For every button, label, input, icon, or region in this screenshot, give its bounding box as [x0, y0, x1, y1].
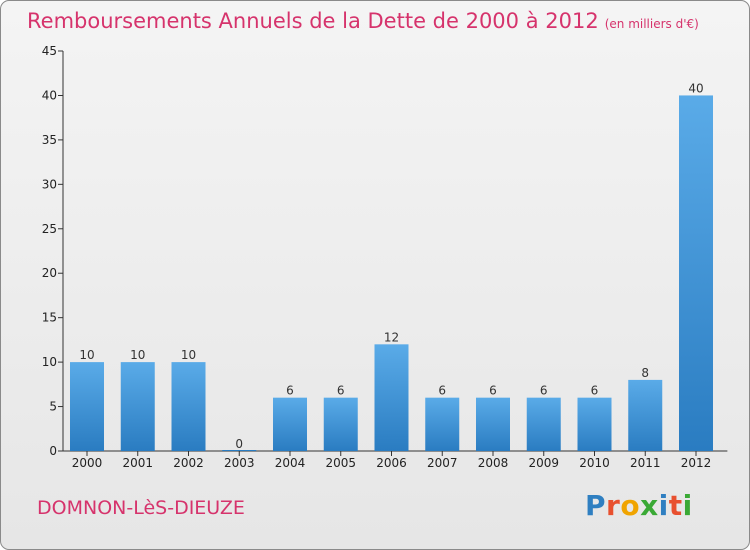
bar — [273, 397, 307, 451]
y-tick-label: 40 — [42, 88, 57, 102]
bar — [425, 397, 460, 451]
chart-title: Remboursements Annuels de la Dette de 20… — [27, 9, 699, 33]
proxiti-logo: Proxiti — [585, 489, 693, 522]
data-label: 40 — [688, 81, 703, 95]
data-label: 12 — [384, 330, 399, 344]
data-label: 6 — [337, 384, 345, 398]
logo-letter: r — [606, 489, 621, 522]
y-tick-label: 35 — [42, 133, 57, 147]
data-label: 6 — [438, 384, 446, 398]
data-label: 10 — [130, 348, 145, 362]
y-tick-label: 25 — [42, 222, 57, 236]
bar — [323, 397, 358, 451]
logo-letter: x — [640, 489, 659, 522]
x-tick-label: 2007 — [427, 456, 458, 470]
logo-letter: i — [658, 489, 669, 522]
data-label: 6 — [540, 384, 548, 398]
bar — [374, 344, 409, 451]
title-text: Remboursements Annuels de la Dette de 20… — [27, 9, 599, 33]
x-tick-label: 2009 — [528, 456, 559, 470]
logo-letter: o — [620, 489, 641, 522]
y-tick-label: 0 — [49, 444, 57, 458]
y-tick-label: 10 — [42, 355, 57, 369]
bar — [222, 450, 257, 451]
logo-letter: t — [668, 489, 683, 522]
data-label: 8 — [641, 366, 649, 380]
logo-letter: i — [682, 489, 693, 522]
y-tick-label: 30 — [42, 177, 57, 191]
x-tick-label: 2004 — [275, 456, 306, 470]
x-tick-label: 2002 — [173, 456, 204, 470]
y-tick-label: 45 — [42, 44, 57, 58]
data-label: 0 — [235, 437, 243, 451]
x-tick-label: 2011 — [630, 456, 661, 470]
bar — [628, 379, 663, 451]
bar — [577, 397, 612, 451]
chart-axes: 0 5 10 15 20 25 30 35 40 45 2000 2001 2002 2003 2004 20… — [42, 44, 728, 470]
x-tick-label: 2012 — [681, 456, 712, 470]
bar — [171, 362, 206, 451]
x-tick-label: 2005 — [325, 456, 356, 470]
title-unit: (en milliers d'€) — [604, 17, 699, 31]
bar — [679, 95, 713, 451]
bar — [70, 362, 104, 451]
x-tick-label: 2008 — [478, 456, 509, 470]
y-tick-label: 15 — [42, 311, 57, 325]
commune-name: DOMNON-LèS-DIEUZE — [37, 497, 245, 519]
data-label: 6 — [286, 384, 294, 398]
y-tick-label: 5 — [49, 400, 57, 414]
logo-letter: P — [585, 489, 607, 522]
data-label: 10 — [79, 348, 94, 362]
y-tick-label: 20 — [42, 266, 57, 280]
chart-bars: 10 10 10 0 6 6 12 6 6 6 6 8 40 — [70, 81, 713, 451]
data-label: 10 — [181, 348, 196, 362]
x-tick-label: 2006 — [376, 456, 407, 470]
bar — [476, 397, 510, 451]
x-tick-label: 2001 — [122, 456, 153, 470]
x-tick-label: 2003 — [224, 456, 255, 470]
x-tick-label: 2010 — [579, 456, 610, 470]
data-label: 6 — [591, 384, 599, 398]
x-tick-label: 2000 — [72, 456, 103, 470]
bar — [120, 362, 155, 451]
bar — [526, 397, 561, 451]
data-label: 6 — [489, 384, 497, 398]
